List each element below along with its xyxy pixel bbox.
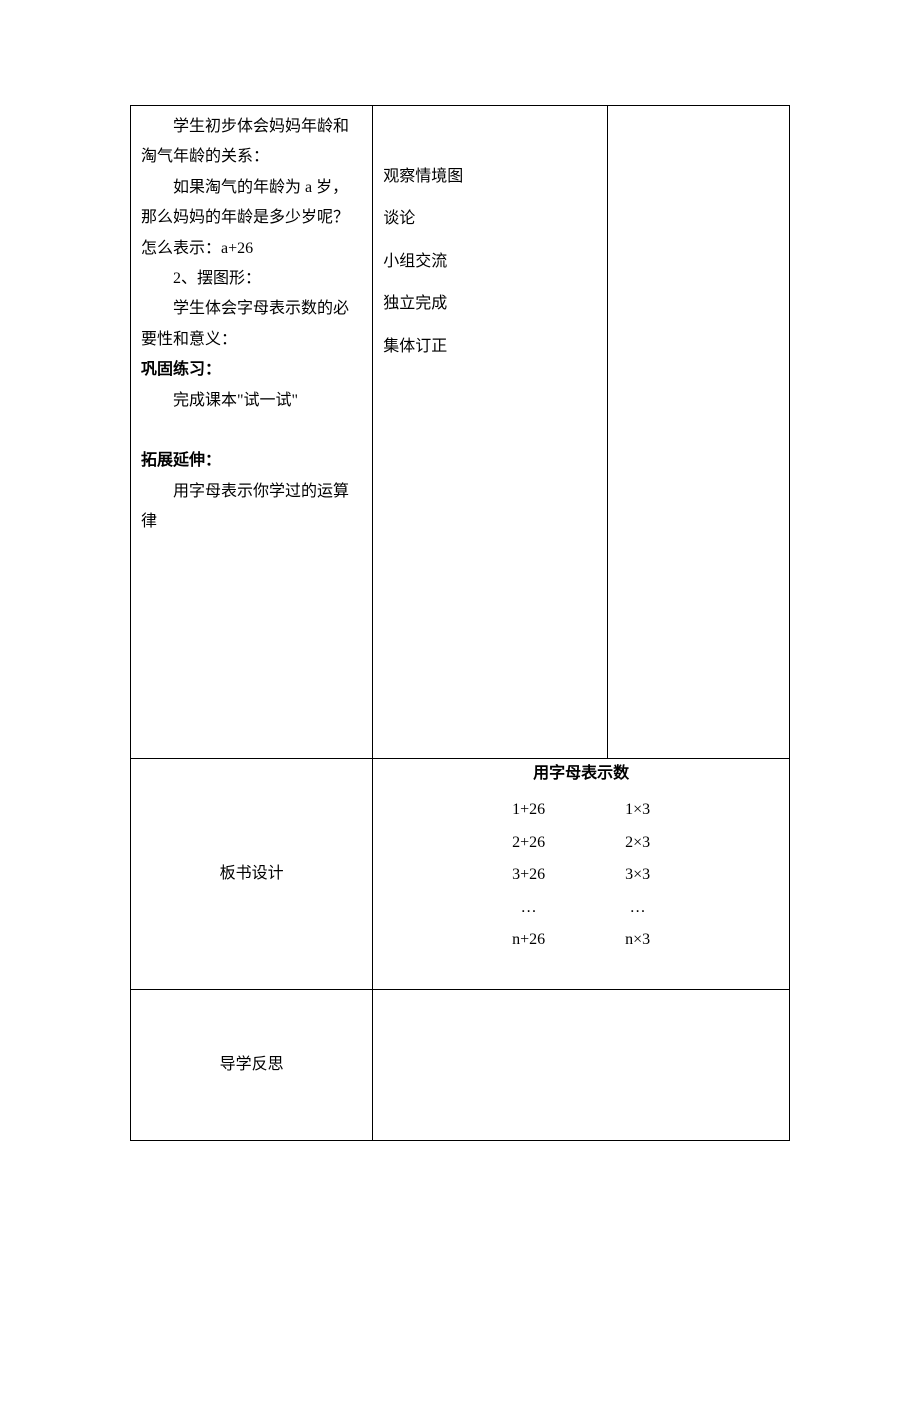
board-content-cell: 用字母表示数 1+26 2+26 3+26 … n+26 1×3 2×3 3×3… [373, 759, 790, 990]
spacer [141, 416, 362, 446]
notes-cell [607, 106, 789, 759]
board-b-4: n×3 [625, 925, 650, 955]
board-a-3: … [512, 893, 545, 923]
activity-correct: 集体订正 [383, 332, 597, 362]
para-question: 如果淘气的年龄为 a 岁，那么妈妈的年龄是多少岁呢？怎么表示：a+26 [141, 173, 362, 264]
para-shapes: 2、摆图形： [141, 264, 362, 294]
teacher-activity-cell: 学生初步体会妈妈年龄和淘气年龄的关系： 如果淘气的年龄为 a 岁，那么妈妈的年龄… [131, 106, 373, 759]
reflection-row: 导学反思 [131, 990, 790, 1141]
content-row: 学生初步体会妈妈年龄和淘气年龄的关系： 如果淘气的年龄为 a 岁，那么妈妈的年龄… [131, 106, 790, 759]
board-row: 板书设计 用字母表示数 1+26 2+26 3+26 … n+26 1×3 2×… [131, 759, 790, 990]
board-columns: 1+26 2+26 3+26 … n+26 1×3 2×3 3×3 … n×3 [373, 793, 789, 957]
board-a-0: 1+26 [512, 795, 545, 825]
board-a-2: 3+26 [512, 860, 545, 890]
board-label-cell: 板书设计 [131, 759, 373, 990]
activity-discuss: 谈论 [383, 204, 597, 234]
board-b-2: 3×3 [625, 860, 650, 890]
student-activity-cell: 观察情境图 谈论 小组交流 独立完成 集体订正 [373, 106, 608, 759]
para-laws: 用字母表示你学过的运算律 [141, 477, 362, 538]
board-b-0: 1×3 [625, 795, 650, 825]
board-b-1: 2×3 [625, 828, 650, 858]
para-meaning: 学生体会字母表示数的必要性和意义： [141, 294, 362, 355]
reflect-label: 导学反思 [220, 1056, 284, 1073]
para-tryit: 完成课本"试一试" [141, 386, 362, 416]
activity-group: 小组交流 [383, 247, 597, 277]
heading-extend: 拓展延伸： [141, 446, 362, 476]
board-a-1: 2+26 [512, 828, 545, 858]
board-col-b: 1×3 2×3 3×3 … n×3 [625, 793, 650, 957]
activity-independent: 独立完成 [383, 289, 597, 319]
board-label: 板书设计 [220, 865, 284, 882]
board-col-a: 1+26 2+26 3+26 … n+26 [512, 793, 545, 957]
board-title: 用字母表示数 [373, 759, 789, 789]
reflect-content-cell [373, 990, 790, 1141]
lesson-plan-table: 学生初步体会妈妈年龄和淘气年龄的关系： 如果淘气的年龄为 a 岁，那么妈妈的年龄… [130, 105, 790, 1141]
para-relationship: 学生初步体会妈妈年龄和淘气年龄的关系： [141, 112, 362, 173]
reflect-label-cell: 导学反思 [131, 990, 373, 1141]
board-a-4: n+26 [512, 925, 545, 955]
activity-observe: 观察情境图 [383, 162, 597, 192]
page: 学生初步体会妈妈年龄和淘气年龄的关系： 如果淘气的年龄为 a 岁，那么妈妈的年龄… [0, 105, 920, 1407]
heading-practice: 巩固练习： [141, 355, 362, 385]
board-b-3: … [625, 893, 650, 923]
